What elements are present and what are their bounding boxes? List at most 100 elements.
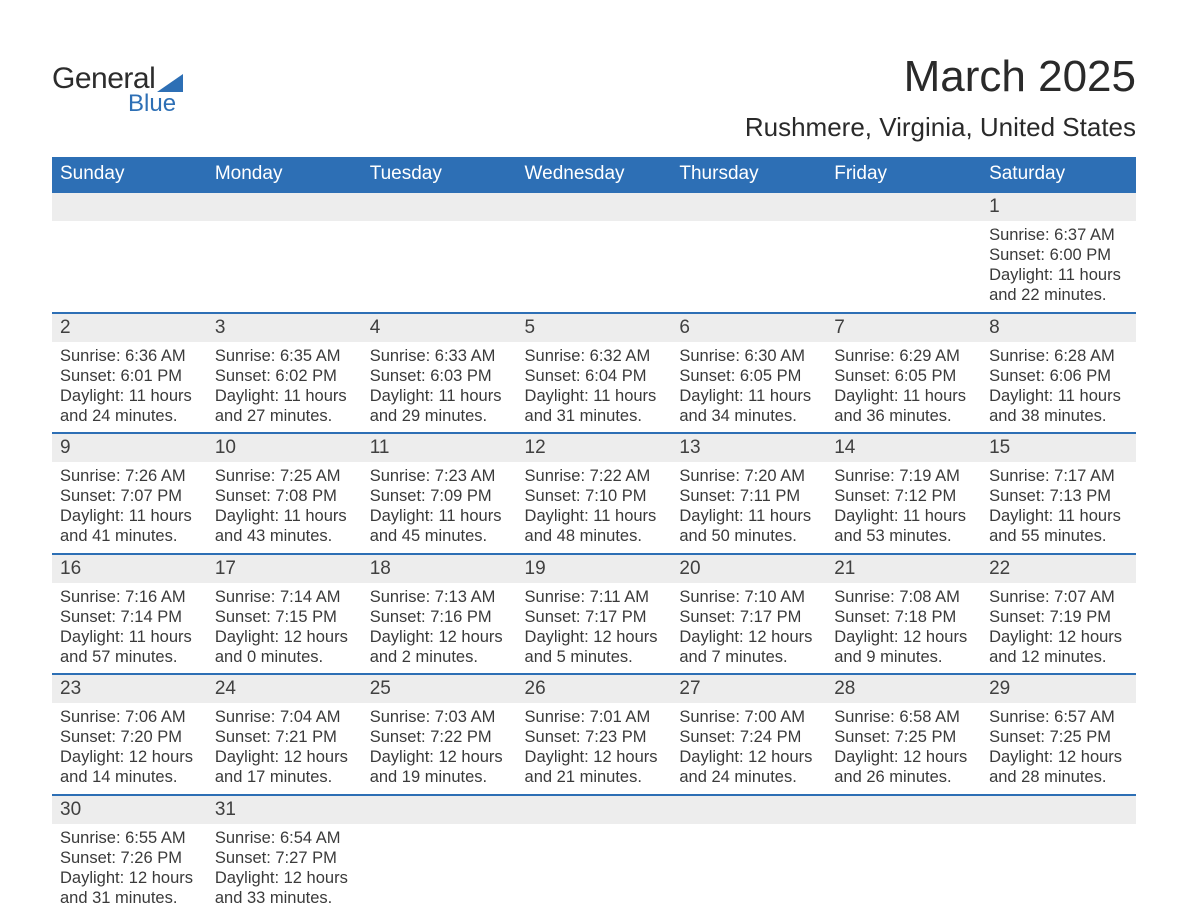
col-saturday: Saturday bbox=[981, 157, 1136, 192]
sunset-line: Sunset: 6:03 PM bbox=[370, 366, 509, 386]
daylight-line-2: and 29 minutes. bbox=[370, 406, 509, 426]
daylight-line-1: Daylight: 12 hours bbox=[525, 627, 664, 647]
day-number: 23 bbox=[52, 675, 207, 703]
sunrise-line: Sunrise: 7:03 AM bbox=[370, 707, 509, 727]
sunrise-line: Sunrise: 6:33 AM bbox=[370, 346, 509, 366]
day-details: Sunrise: 7:07 AMSunset: 7:19 PMDaylight:… bbox=[981, 583, 1136, 674]
daylight-line-1: Daylight: 12 hours bbox=[834, 627, 973, 647]
sunrise-line: Sunrise: 6:37 AM bbox=[989, 225, 1128, 245]
daylight-line-1: Daylight: 11 hours bbox=[834, 506, 973, 526]
calendar-cell bbox=[981, 795, 1136, 915]
daylight-line-1: Daylight: 12 hours bbox=[525, 747, 664, 767]
calendar-body: 1Sunrise: 6:37 AMSunset: 6:00 PMDaylight… bbox=[52, 192, 1136, 914]
daylight-line-1: Daylight: 11 hours bbox=[60, 386, 199, 406]
daylight-line-2: and 36 minutes. bbox=[834, 406, 973, 426]
sunset-line: Sunset: 7:23 PM bbox=[525, 727, 664, 747]
daylight-line-2: and 24 minutes. bbox=[60, 406, 199, 426]
daylight-line-2: and 33 minutes. bbox=[215, 888, 354, 908]
daylight-line-1: Daylight: 11 hours bbox=[525, 386, 664, 406]
daylight-line-1: Daylight: 11 hours bbox=[989, 265, 1128, 285]
calendar-week-row: 9Sunrise: 7:26 AMSunset: 7:07 PMDaylight… bbox=[52, 433, 1136, 554]
day-details: Sunrise: 7:08 AMSunset: 7:18 PMDaylight:… bbox=[826, 583, 981, 674]
day-details: Sunrise: 7:14 AMSunset: 7:15 PMDaylight:… bbox=[207, 583, 362, 674]
col-friday: Friday bbox=[826, 157, 981, 192]
day-number: 1 bbox=[981, 193, 1136, 221]
sunset-line: Sunset: 7:15 PM bbox=[215, 607, 354, 627]
daylight-line-1: Daylight: 11 hours bbox=[679, 386, 818, 406]
day-details: Sunrise: 6:37 AMSunset: 6:00 PMDaylight:… bbox=[981, 221, 1136, 312]
calendar-cell: 14Sunrise: 7:19 AMSunset: 7:12 PMDayligh… bbox=[826, 433, 981, 554]
sunset-line: Sunset: 7:25 PM bbox=[989, 727, 1128, 747]
day-number: 27 bbox=[671, 675, 826, 703]
day-number: 3 bbox=[207, 314, 362, 342]
logo-triangle-icon bbox=[157, 74, 183, 92]
day-details bbox=[826, 221, 981, 289]
day-number: 24 bbox=[207, 675, 362, 703]
col-monday: Monday bbox=[207, 157, 362, 192]
daylight-line-1: Daylight: 12 hours bbox=[834, 747, 973, 767]
day-details: Sunrise: 6:29 AMSunset: 6:05 PMDaylight:… bbox=[826, 342, 981, 433]
daylight-line-2: and 2 minutes. bbox=[370, 647, 509, 667]
calendar-cell: 24Sunrise: 7:04 AMSunset: 7:21 PMDayligh… bbox=[207, 674, 362, 795]
sunset-line: Sunset: 6:05 PM bbox=[834, 366, 973, 386]
day-number: 31 bbox=[207, 796, 362, 824]
daylight-line-2: and 7 minutes. bbox=[679, 647, 818, 667]
daylight-line-2: and 53 minutes. bbox=[834, 526, 973, 546]
daylight-line-1: Daylight: 12 hours bbox=[60, 747, 199, 767]
sunrise-line: Sunrise: 7:23 AM bbox=[370, 466, 509, 486]
sunset-line: Sunset: 7:22 PM bbox=[370, 727, 509, 747]
daylight-line-2: and 45 minutes. bbox=[370, 526, 509, 546]
day-details bbox=[517, 824, 672, 892]
col-wednesday: Wednesday bbox=[517, 157, 672, 192]
daylight-line-1: Daylight: 11 hours bbox=[215, 506, 354, 526]
sunrise-line: Sunrise: 6:35 AM bbox=[215, 346, 354, 366]
calendar-cell: 4Sunrise: 6:33 AMSunset: 6:03 PMDaylight… bbox=[362, 313, 517, 434]
day-details bbox=[362, 824, 517, 892]
daylight-line-1: Daylight: 11 hours bbox=[525, 506, 664, 526]
sunset-line: Sunset: 7:07 PM bbox=[60, 486, 199, 506]
day-number: 17 bbox=[207, 555, 362, 583]
day-details: Sunrise: 6:58 AMSunset: 7:25 PMDaylight:… bbox=[826, 703, 981, 794]
day-details: Sunrise: 7:04 AMSunset: 7:21 PMDaylight:… bbox=[207, 703, 362, 794]
col-tuesday: Tuesday bbox=[362, 157, 517, 192]
sunrise-line: Sunrise: 7:20 AM bbox=[679, 466, 818, 486]
sunset-line: Sunset: 7:08 PM bbox=[215, 486, 354, 506]
calendar-week-row: 16Sunrise: 7:16 AMSunset: 7:14 PMDayligh… bbox=[52, 554, 1136, 675]
calendar-cell bbox=[826, 795, 981, 915]
day-details bbox=[671, 824, 826, 892]
calendar-cell: 23Sunrise: 7:06 AMSunset: 7:20 PMDayligh… bbox=[52, 674, 207, 795]
sunrise-line: Sunrise: 7:10 AM bbox=[679, 587, 818, 607]
sunset-line: Sunset: 7:14 PM bbox=[60, 607, 199, 627]
daylight-line-1: Daylight: 12 hours bbox=[370, 747, 509, 767]
daylight-line-1: Daylight: 11 hours bbox=[370, 506, 509, 526]
sunrise-line: Sunrise: 6:29 AM bbox=[834, 346, 973, 366]
calendar-cell: 19Sunrise: 7:11 AMSunset: 7:17 PMDayligh… bbox=[517, 554, 672, 675]
sunset-line: Sunset: 7:17 PM bbox=[525, 607, 664, 627]
calendar-cell: 13Sunrise: 7:20 AMSunset: 7:11 PMDayligh… bbox=[671, 433, 826, 554]
day-details bbox=[362, 221, 517, 289]
daylight-line-2: and 50 minutes. bbox=[679, 526, 818, 546]
daylight-line-2: and 21 minutes. bbox=[525, 767, 664, 787]
sunset-line: Sunset: 7:19 PM bbox=[989, 607, 1128, 627]
day-details: Sunrise: 7:17 AMSunset: 7:13 PMDaylight:… bbox=[981, 462, 1136, 553]
sunrise-line: Sunrise: 7:06 AM bbox=[60, 707, 199, 727]
calendar-cell: 11Sunrise: 7:23 AMSunset: 7:09 PMDayligh… bbox=[362, 433, 517, 554]
daylight-line-2: and 41 minutes. bbox=[60, 526, 199, 546]
day-number: 16 bbox=[52, 555, 207, 583]
daylight-line-2: and 57 minutes. bbox=[60, 647, 199, 667]
day-details: Sunrise: 7:06 AMSunset: 7:20 PMDaylight:… bbox=[52, 703, 207, 794]
daylight-line-1: Daylight: 11 hours bbox=[834, 386, 973, 406]
sunrise-line: Sunrise: 7:08 AM bbox=[834, 587, 973, 607]
daylight-line-1: Daylight: 12 hours bbox=[215, 747, 354, 767]
calendar-cell: 21Sunrise: 7:08 AMSunset: 7:18 PMDayligh… bbox=[826, 554, 981, 675]
calendar-week-row: 2Sunrise: 6:36 AMSunset: 6:01 PMDaylight… bbox=[52, 313, 1136, 434]
day-details: Sunrise: 7:11 AMSunset: 7:17 PMDaylight:… bbox=[517, 583, 672, 674]
calendar-cell: 30Sunrise: 6:55 AMSunset: 7:26 PMDayligh… bbox=[52, 795, 207, 915]
day-details: Sunrise: 6:32 AMSunset: 6:04 PMDaylight:… bbox=[517, 342, 672, 433]
day-number: 22 bbox=[981, 555, 1136, 583]
sunrise-line: Sunrise: 7:26 AM bbox=[60, 466, 199, 486]
col-sunday: Sunday bbox=[52, 157, 207, 192]
day-number: 11 bbox=[362, 434, 517, 462]
day-details: Sunrise: 7:00 AMSunset: 7:24 PMDaylight:… bbox=[671, 703, 826, 794]
day-number: 15 bbox=[981, 434, 1136, 462]
